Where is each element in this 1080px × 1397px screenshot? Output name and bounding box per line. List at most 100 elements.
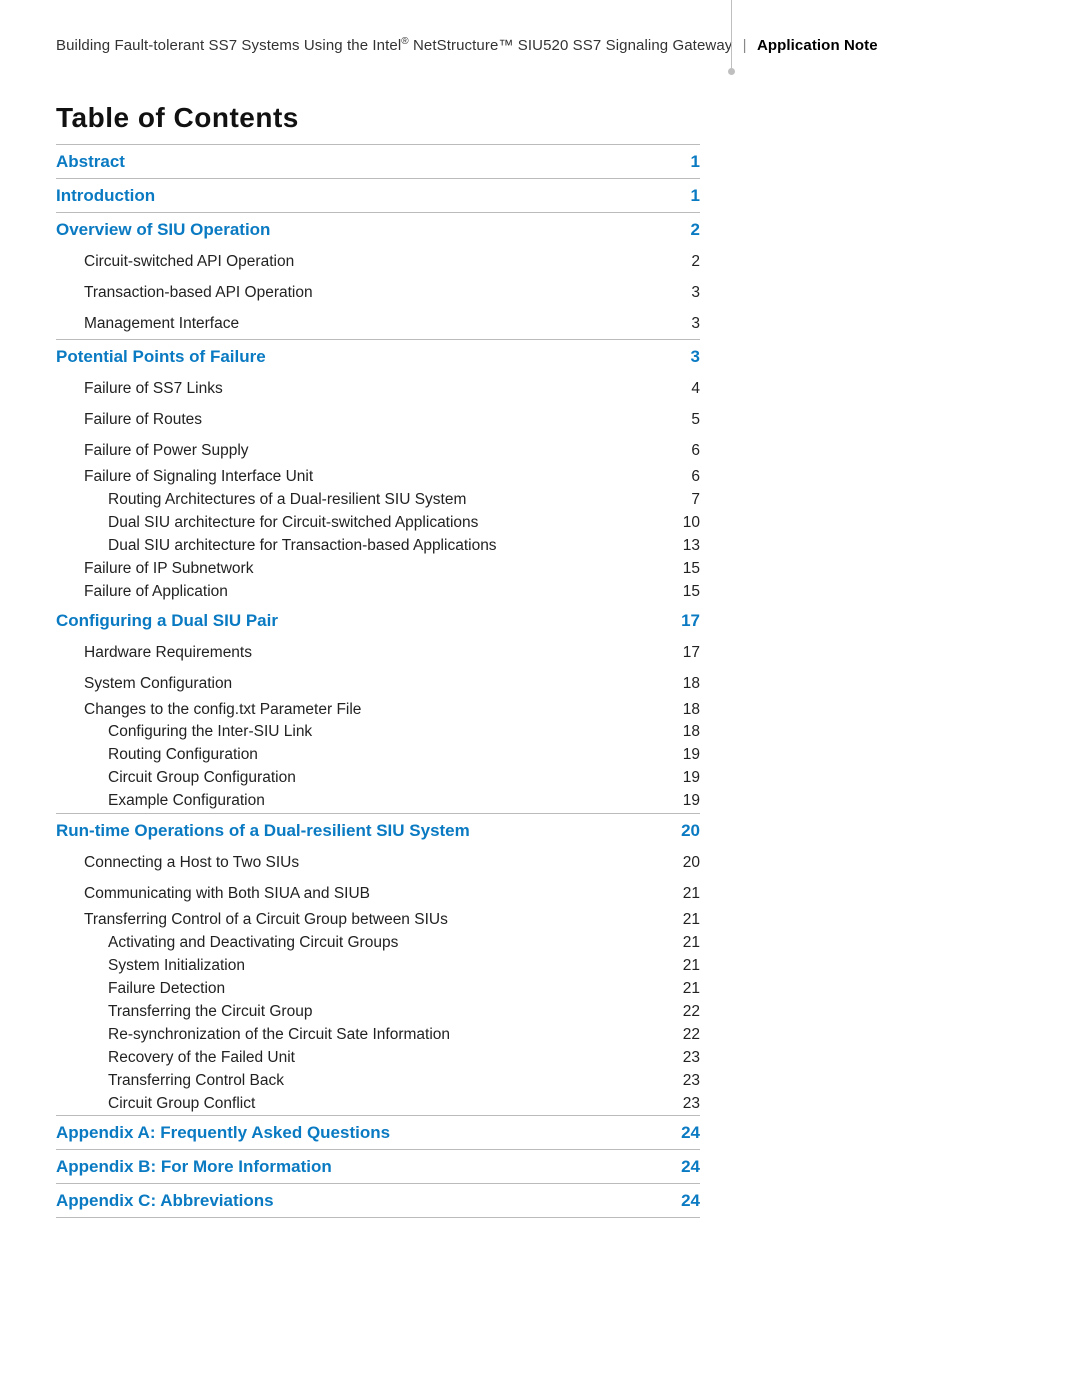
toc-entry[interactable]: Transferring the Circuit Group22 <box>56 1001 700 1024</box>
header-mid: NetStructure™ SIU520 SS7 Signaling Gatew… <box>409 37 733 54</box>
toc-label: Circuit Group Conflict <box>108 1094 660 1115</box>
running-header: Building Fault-tolerant SS7 Systems Usin… <box>56 36 1024 54</box>
toc-label: Introduction <box>56 186 660 206</box>
toc-page-number: 21 <box>660 910 700 931</box>
toc-page-number: 19 <box>660 791 700 812</box>
toc-section[interactable]: Run-time Operations of a Dual-resilient … <box>56 814 700 847</box>
toc-page-number: 18 <box>660 675 700 693</box>
toc-section[interactable]: Potential Points of Failure3 <box>56 340 700 373</box>
toc-page-number: 3 <box>660 284 700 302</box>
toc-entry[interactable]: Circuit Group Conflict23 <box>56 1093 700 1116</box>
toc-entry[interactable]: Configuring the Inter-SIU Link18 <box>56 721 700 744</box>
toc-entry[interactable]: Activating and Deactivating Circuit Grou… <box>56 932 700 955</box>
toc-label: Failure Detection <box>108 979 660 1000</box>
toc-entry[interactable]: System Configuration18 <box>56 668 700 699</box>
toc-page-number: 5 <box>660 411 700 429</box>
toc-label: Dual SIU architecture for Circuit-switch… <box>108 513 660 534</box>
toc-entry[interactable]: Changes to the config.txt Parameter File… <box>56 699 700 722</box>
toc-entry[interactable]: Re-synchronization of the Circuit Sate I… <box>56 1024 700 1047</box>
toc-page-number: 4 <box>660 380 700 398</box>
toc-page-number: 6 <box>660 467 700 488</box>
toc-page-number: 17 <box>660 644 700 662</box>
toc-page-number: 3 <box>660 347 700 367</box>
toc-entry[interactable]: Transferring Control of a Circuit Group … <box>56 909 700 932</box>
toc-label: Failure of Routes <box>84 411 660 429</box>
toc-page-number: 20 <box>660 854 700 872</box>
page-container: Building Fault-tolerant SS7 Systems Usin… <box>0 0 1080 1278</box>
toc-label: Transferring Control of a Circuit Group … <box>84 910 660 931</box>
toc-label: Transferring the Circuit Group <box>108 1002 660 1023</box>
toc-page-number: 18 <box>660 722 700 743</box>
toc-label: Transferring Control Back <box>108 1071 660 1092</box>
toc-entry[interactable]: Failure of Routes5 <box>56 404 700 435</box>
toc-label: Management Interface <box>84 315 660 333</box>
toc-entry[interactable]: Routing Architectures of a Dual-resilien… <box>56 489 700 512</box>
toc-page-number: 2 <box>660 220 700 240</box>
toc-label: Failure of Application <box>84 582 660 603</box>
toc-page-number: 13 <box>660 536 700 557</box>
toc-entry[interactable]: Failure of SS7 Links4 <box>56 373 700 404</box>
toc-label: Activating and Deactivating Circuit Grou… <box>108 933 660 954</box>
toc-label: Connecting a Host to Two SIUs <box>84 854 660 872</box>
toc-page-number: 1 <box>660 186 700 206</box>
toc-section[interactable]: Introduction1 <box>56 179 700 212</box>
toc-entry[interactable]: Transferring Control Back23 <box>56 1070 700 1093</box>
toc-label: Potential Points of Failure <box>56 347 660 367</box>
toc-label: Example Configuration <box>108 791 660 812</box>
toc-body: Abstract1Introduction1Overview of SIU Op… <box>56 145 700 1218</box>
toc-entry[interactable]: Failure of Application15 <box>56 581 700 604</box>
toc-label: Communicating with Both SIUA and SIUB <box>84 885 660 903</box>
toc-entry[interactable]: Failure of Signaling Interface Unit6 <box>56 466 700 489</box>
toc-section[interactable]: Overview of SIU Operation2 <box>56 213 700 246</box>
toc-section[interactable]: Abstract1 <box>56 145 700 178</box>
header-prefix: Building Fault-tolerant SS7 Systems Usin… <box>56 37 401 54</box>
toc-label: Appendix A: Frequently Asked Questions <box>56 1123 660 1143</box>
toc-label: Abstract <box>56 152 660 172</box>
toc-page-number: 21 <box>660 885 700 903</box>
toc-entry[interactable]: Management Interface3 <box>56 308 700 339</box>
toc-section[interactable]: Appendix B: For More Information24 <box>56 1150 700 1183</box>
toc-page-number: 19 <box>660 768 700 789</box>
toc-section[interactable]: Appendix C: Abbreviations24 <box>56 1184 700 1217</box>
toc-page-number: 19 <box>660 745 700 766</box>
toc-label: Re-synchronization of the Circuit Sate I… <box>108 1025 660 1046</box>
toc-label: Changes to the config.txt Parameter File <box>84 700 660 721</box>
toc-entry[interactable]: System Initialization21 <box>56 955 700 978</box>
toc-page-number: 7 <box>660 490 700 511</box>
toc-entry[interactable]: Failure of IP Subnetwork15 <box>56 558 700 581</box>
divider <box>56 1217 700 1218</box>
toc-entry[interactable]: Circuit Group Configuration19 <box>56 767 700 790</box>
toc-section[interactable]: Appendix A: Frequently Asked Questions24 <box>56 1116 700 1149</box>
toc-entry[interactable]: Connecting a Host to Two SIUs20 <box>56 847 700 878</box>
toc-label: Transaction-based API Operation <box>84 284 660 302</box>
toc-label: Dual SIU architecture for Transaction-ba… <box>108 536 660 557</box>
toc-page-number: 24 <box>660 1157 700 1177</box>
toc-page-number: 23 <box>660 1094 700 1115</box>
toc-entry[interactable]: Hardware Requirements17 <box>56 637 700 668</box>
toc-label: Configuring the Inter-SIU Link <box>108 722 660 743</box>
header-reg: ® <box>401 36 408 47</box>
toc-entry[interactable]: Failure Detection21 <box>56 978 700 1001</box>
toc-entry[interactable]: Failure of Power Supply6 <box>56 435 700 466</box>
toc-entry[interactable]: Routing Configuration19 <box>56 744 700 767</box>
header-category: Application Note <box>757 37 878 54</box>
toc-entry[interactable]: Communicating with Both SIUA and SIUB21 <box>56 878 700 909</box>
toc-label: System Initialization <box>108 956 660 977</box>
toc-page-number: 24 <box>660 1123 700 1143</box>
header-separator: | <box>743 37 747 54</box>
toc-page-number: 3 <box>660 315 700 333</box>
toc-label: Failure of Power Supply <box>84 442 660 460</box>
toc-section[interactable]: Configuring a Dual SIU Pair17 <box>56 604 700 637</box>
toc-label: Circuit-switched API Operation <box>84 253 660 271</box>
toc-entry[interactable]: Recovery of the Failed Unit23 <box>56 1047 700 1070</box>
toc-entry[interactable]: Example Configuration19 <box>56 790 700 813</box>
toc-entry[interactable]: Transaction-based API Operation3 <box>56 277 700 308</box>
toc-page-number: 1 <box>660 152 700 172</box>
toc-label: Appendix B: For More Information <box>56 1157 660 1177</box>
toc-entry[interactable]: Dual SIU architecture for Circuit-switch… <box>56 512 700 535</box>
toc-entry[interactable]: Dual SIU architecture for Transaction-ba… <box>56 535 700 558</box>
toc-entry[interactable]: Circuit-switched API Operation2 <box>56 246 700 277</box>
toc-page-number: 21 <box>660 933 700 954</box>
toc-title: Table of Contents <box>56 102 700 134</box>
toc-label: Routing Configuration <box>108 745 660 766</box>
